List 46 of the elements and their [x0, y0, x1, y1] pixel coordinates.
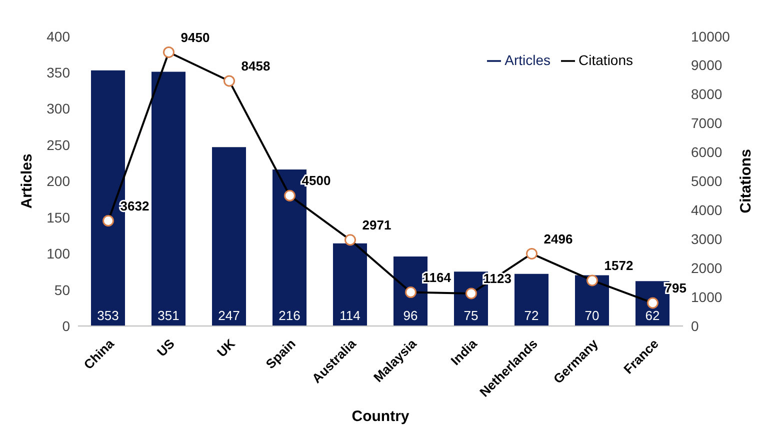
data-label: 2496 [544, 231, 573, 246]
y2-tick-label: 3000 [691, 231, 722, 248]
data-label: 62 [645, 308, 660, 323]
y2-tick-label: 6000 [691, 144, 722, 160]
y2-tick-label: 1000 [691, 289, 722, 305]
y-tick-label: 50 [54, 282, 70, 298]
bar [152, 72, 186, 326]
data-label: 216 [278, 308, 300, 323]
data-label: 96 [403, 308, 418, 323]
y-axis-title: Articles [18, 154, 36, 209]
data-label: 1572 [604, 258, 634, 274]
y-tick-label: 100 [46, 246, 70, 262]
legend-label: Citations [578, 52, 633, 68]
y2-tick-label: 5000 [691, 173, 722, 190]
y-tick-label: 0 [62, 318, 70, 334]
y-tick-label: 350 [46, 64, 70, 80]
y-tick-label: 250 [46, 136, 70, 153]
x-tick-label: UK [214, 336, 238, 360]
y2-tick-label: 0 [691, 318, 699, 334]
data-label: 247 [218, 308, 240, 323]
data-label: 70 [584, 308, 600, 323]
bar [333, 243, 367, 326]
y2-tick-label: 2000 [691, 260, 722, 276]
data-label: 2971 [362, 218, 392, 233]
y2-tick-label: 10000 [691, 28, 730, 44]
y-tick-label: 200 [46, 173, 70, 190]
data-label: 351 [158, 308, 180, 323]
y-tick-label: 150 [46, 209, 70, 226]
y2-tick-label: 4000 [691, 202, 722, 218]
y2-tick-label: 9000 [691, 57, 722, 74]
x-tick-label: US [154, 336, 178, 360]
data-label: 75 [464, 308, 478, 323]
data-label: 114 [340, 308, 360, 323]
y2-axis-title: Citations [737, 149, 754, 214]
x-axis-title: Country [352, 408, 410, 425]
y-tick-label: 400 [46, 28, 70, 44]
y2-tick-label: 8000 [691, 86, 722, 102]
y2-tick-label: 7000 [691, 115, 722, 132]
bar [514, 274, 548, 326]
data-label: 72 [524, 308, 539, 323]
data-label: 8458 [241, 58, 270, 74]
legend-label: Articles [504, 52, 551, 68]
y-tick-label: 300 [46, 100, 70, 117]
data-label: 353 [97, 308, 119, 323]
bar [212, 147, 246, 326]
data-label: 9450 [180, 30, 210, 45]
